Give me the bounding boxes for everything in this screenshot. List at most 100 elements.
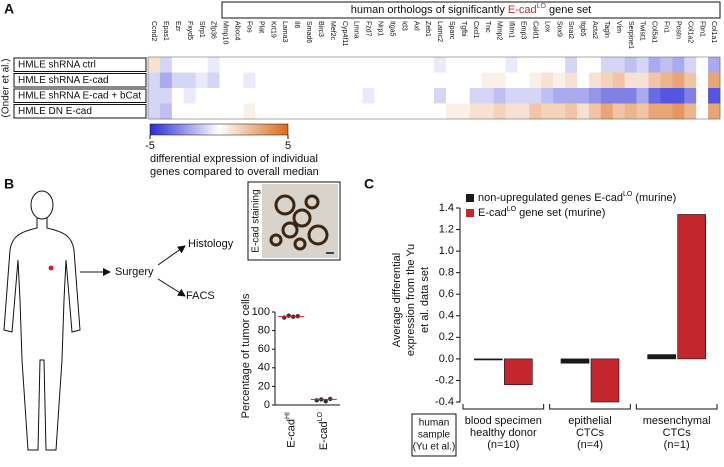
heatmap-cell (171, 88, 185, 104)
heatmap-cell (195, 103, 208, 120)
heatmap-cell (422, 103, 435, 120)
heatmap-cell (338, 57, 351, 73)
column-label: Col5a1 (651, 21, 658, 43)
heatmap-cell (231, 57, 244, 73)
heatmap-cell (374, 103, 387, 120)
heatmap-cell (398, 88, 411, 104)
x-tick-label: E-cadLO (317, 411, 330, 450)
heatmap-cell (374, 88, 387, 104)
heatmap-cell (434, 57, 447, 73)
heatmap-cell (219, 103, 232, 120)
heatmap-cell (481, 103, 494, 120)
colorbar-label: genes compared to overall median (150, 166, 319, 178)
heatmap-cell (636, 57, 649, 73)
heatmap-cell (219, 88, 232, 104)
y-tick-label: 40 (258, 362, 270, 374)
heatmap-cell (588, 103, 602, 120)
column-label: Zeb1 (424, 21, 431, 37)
heatmap-cell (386, 72, 399, 89)
x-tick-label: (n=10) (487, 439, 519, 451)
text-part: LO (507, 206, 517, 213)
heatmap-cell (326, 57, 339, 73)
heatmap-cell (541, 72, 554, 89)
column-label: Fn1 (663, 21, 670, 33)
heatmap-cell (255, 57, 268, 73)
heatmap-cell (457, 103, 471, 120)
category-bracket (462, 404, 545, 410)
heatmap-cell (386, 103, 399, 120)
column-label: Postn (674, 21, 681, 39)
legend-label: E-cadLO gene set (murine) (478, 206, 605, 219)
heatmap-cell (291, 88, 304, 104)
heatmap-cell (684, 57, 697, 73)
column-label: Plat (257, 21, 264, 33)
heatmap-cell (553, 88, 566, 104)
heatmap-cell (469, 103, 482, 120)
heatmap-cell (648, 57, 661, 73)
data-point (286, 313, 291, 318)
heatmap-cell (612, 103, 625, 120)
row-label-box (13, 57, 147, 72)
y-tick-label: 100 (252, 306, 270, 318)
column-label: Il6 (293, 21, 300, 29)
column-label: Fos (245, 21, 252, 33)
heatmap-cell (505, 88, 518, 104)
sample-box (411, 413, 457, 457)
text-part: E-cad (285, 419, 297, 448)
column-label: Emp3 (520, 21, 527, 39)
y-tick-label: 1.4 (439, 202, 454, 214)
heatmap-cell (505, 103, 518, 120)
heatmap-cell (219, 57, 232, 73)
heatmap-cell (350, 88, 363, 104)
colorbar-tick-label: 5 (285, 140, 291, 152)
heatmap-cell (326, 88, 339, 104)
heatmap-cell (481, 57, 494, 73)
heatmap-cell (529, 88, 542, 104)
heatmap-cell (302, 57, 316, 73)
text-part: LO (317, 411, 324, 421)
column-label: Lamc2 (436, 21, 443, 42)
heatmap-cell (469, 72, 482, 89)
heatmap-cell (684, 88, 697, 104)
heatmap-cell (708, 57, 721, 73)
heatmap-cell (183, 88, 196, 104)
y-tick-label: 0 (264, 399, 270, 411)
heatmap-cell (636, 72, 649, 89)
category-bracket (635, 404, 718, 410)
heatmap-cell (588, 57, 602, 73)
heatmap-cell (338, 88, 351, 104)
y-tick-label: -0.2 (435, 374, 454, 386)
heatmap-cell (624, 88, 637, 104)
text-part: (murine) (632, 192, 676, 204)
step-label: Surgery (115, 266, 154, 278)
heatmap-cell (672, 57, 685, 73)
text-part: LO (623, 191, 633, 198)
heatmap-cell (243, 57, 256, 73)
heatmap-cell (529, 57, 542, 73)
heatmap-cell (481, 88, 494, 104)
column-label: Id3 (400, 21, 407, 31)
row-label-box (13, 73, 147, 88)
staining-image (247, 181, 341, 261)
heatmap-cell (505, 57, 518, 73)
heatmap-cell (493, 88, 506, 104)
legend-swatch (466, 209, 474, 217)
heatmap-cell (171, 57, 185, 73)
row-label: HMLE DN E-cad (18, 106, 92, 117)
text-part: HI (285, 412, 292, 419)
x-tick-label: (n=4) (577, 439, 603, 451)
heatmap-cell (159, 88, 173, 104)
column-label: Col1a2 (686, 21, 693, 43)
heatmap-cell (481, 72, 494, 89)
heatmap-cell (255, 103, 268, 120)
y-tick-label: 60 (258, 343, 270, 355)
heatmap-cell (148, 88, 161, 104)
heatmap-cell (672, 72, 685, 89)
column-label: Krt19 (269, 21, 276, 38)
text-part: LO (537, 3, 547, 10)
heatmap-cell (493, 57, 506, 73)
arrows (80, 240, 271, 297)
heatmap-cell (457, 88, 471, 104)
heatmap-cell (648, 103, 661, 120)
